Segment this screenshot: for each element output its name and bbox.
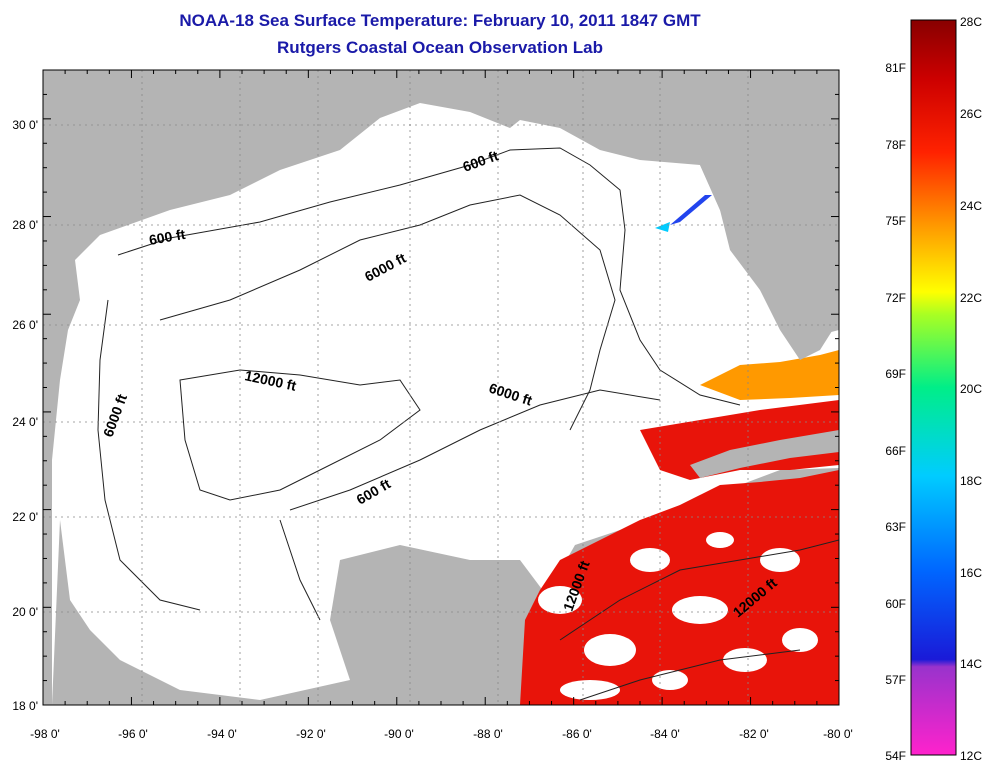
map-panel: 600 ft 600 ft 600 ft 6000 ft 6000 ft 600…	[43, 70, 839, 705]
colorbar-fahrenheit-labels: 81F 78F 75F 72F 69F 66F 63F 60F 57F 54F	[885, 61, 906, 763]
cold-streak-2	[655, 222, 670, 232]
colorbar-f-label: 54F	[885, 749, 906, 763]
colorbar-f-label: 78F	[885, 138, 906, 152]
colorbar-c-label: 20C	[960, 382, 982, 396]
colorbar-f-label: 66F	[885, 444, 906, 458]
colorbar-gradient	[910, 19, 957, 756]
colorbar: 81F 78F 75F 72F 69F 66F 63F 60F 57F 54F …	[885, 15, 982, 763]
cold-streak	[670, 195, 712, 225]
lat-tick-label: 22 0'	[12, 510, 38, 524]
lat-tick-label: 18 0'	[12, 699, 38, 713]
lon-tick-label: -86 0'	[562, 727, 592, 741]
lat-tick-label: 26 0'	[12, 318, 38, 332]
lon-tick-label: -96 0'	[118, 727, 148, 741]
cloud-patches	[538, 532, 818, 700]
lon-tick-label: -90 0'	[384, 727, 414, 741]
map-subtitle: Rutgers Coastal Ocean Observation Lab	[277, 38, 603, 57]
lon-tick-label: -98 0'	[30, 727, 60, 741]
colorbar-c-label: 26C	[960, 107, 982, 121]
lat-tick-label: 30 0'	[12, 118, 38, 132]
map-title: NOAA-18 Sea Surface Temperature: Februar…	[179, 11, 701, 30]
lon-tick-label: -92 0'	[296, 727, 326, 741]
colorbar-c-label: 16C	[960, 566, 982, 580]
lat-tick-label: 24 0'	[12, 415, 38, 429]
cuba-land	[690, 430, 839, 478]
lon-tick-label: -84 0'	[650, 727, 680, 741]
sst-warm-east	[640, 400, 839, 480]
colorbar-c-label: 28C	[960, 15, 982, 29]
sst-warm-keys	[700, 350, 839, 400]
graticule	[43, 70, 839, 705]
colorbar-f-label: 63F	[885, 520, 906, 534]
lat-tick-label: 20 0'	[12, 605, 38, 619]
lat-axis: 18 0' 20 0' 22 0' 24 0' 26 0' 28 0' 30 0…	[12, 118, 38, 713]
colorbar-f-label: 57F	[885, 673, 906, 687]
colorbar-f-label: 81F	[885, 61, 906, 75]
florida-land	[700, 120, 839, 360]
lon-tick-label: -80 0'	[823, 727, 853, 741]
colorbar-c-label: 14C	[960, 657, 982, 671]
colorbar-f-label: 69F	[885, 367, 906, 381]
colorbar-f-label: 72F	[885, 291, 906, 305]
lon-tick-label: -88 0'	[473, 727, 503, 741]
colorbar-f-label: 60F	[885, 597, 906, 611]
colorbar-celsius-labels: 28C 26C 24C 22C 20C 18C 16C 14C 12C	[960, 15, 982, 763]
colorbar-f-label: 75F	[885, 214, 906, 228]
lon-axis: -98 0' -96 0' -94 0' -92 0' -90 0' -88 0…	[30, 727, 853, 741]
lat-tick-label: 28 0'	[12, 218, 38, 232]
bathymetry-contours	[97, 147, 839, 701]
colorbar-c-label: 12C	[960, 749, 982, 763]
lon-tick-label: -82 0'	[739, 727, 769, 741]
colorbar-c-label: 24C	[960, 199, 982, 213]
lon-tick-label: -94 0'	[207, 727, 237, 741]
colorbar-c-label: 22C	[960, 291, 982, 305]
contour-label: 600 ft	[148, 226, 187, 248]
axis-ticks	[42, 69, 840, 706]
colorbar-c-label: 18C	[960, 474, 982, 488]
